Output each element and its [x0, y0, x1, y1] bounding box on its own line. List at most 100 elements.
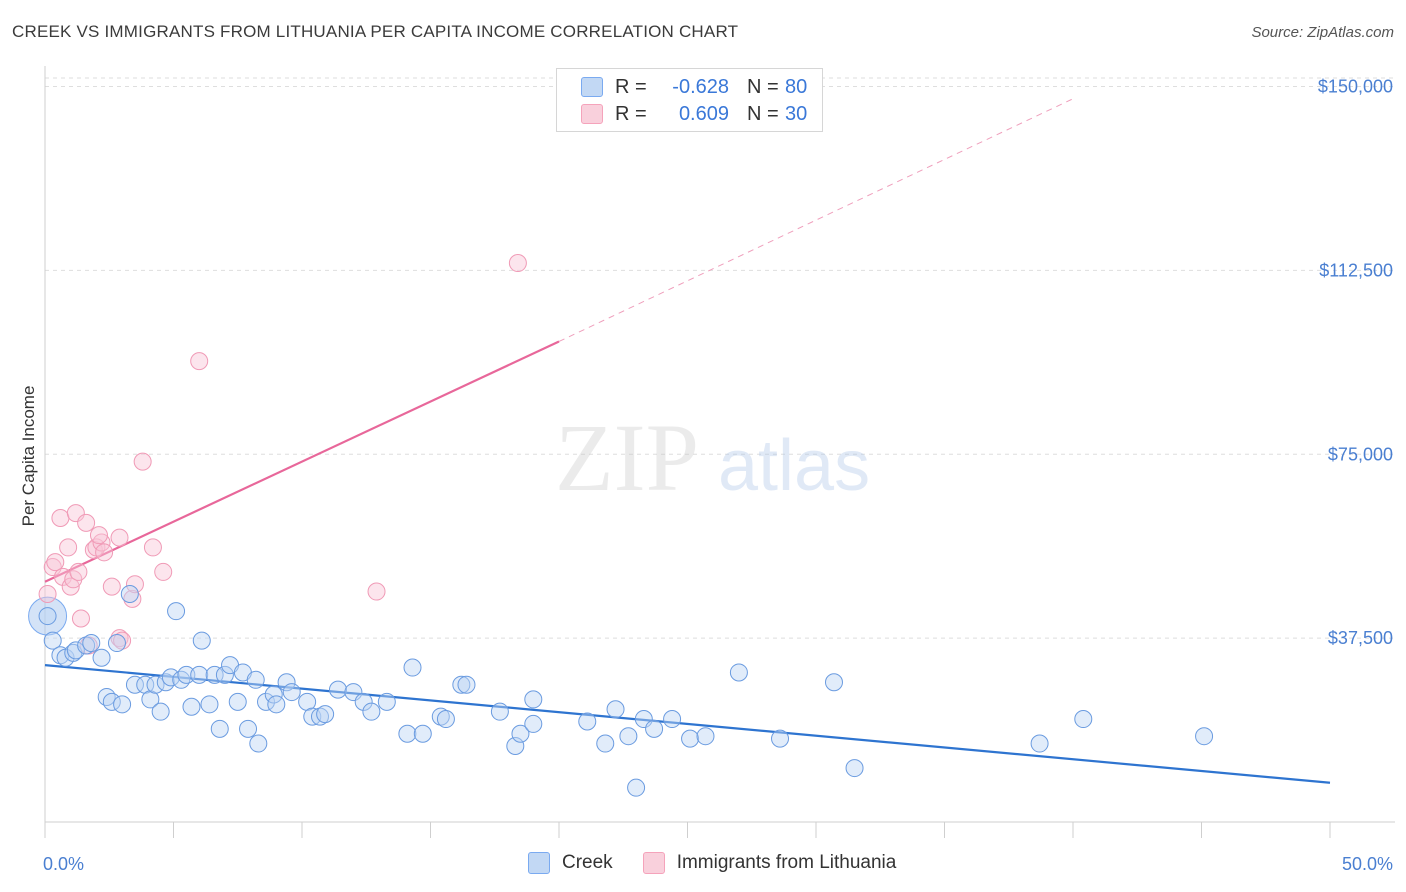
- r-label: R =: [615, 102, 647, 125]
- lithuania-point: [113, 631, 132, 650]
- creek-point: [578, 712, 597, 731]
- watermark-atlas: atlas: [718, 426, 870, 506]
- creek-point: [845, 759, 864, 778]
- creek-point: [490, 702, 509, 721]
- creek-point: [146, 675, 165, 694]
- creek-point: [403, 658, 422, 677]
- creek-point: [328, 680, 347, 699]
- creek-point: [120, 585, 139, 603]
- gridlines: [45, 77, 1395, 639]
- lithuania-point: [59, 538, 78, 557]
- lithuania-trend-extension: [558, 98, 1074, 342]
- creek-point: [524, 690, 543, 709]
- creek-swatch: [581, 77, 603, 97]
- creek-point: [511, 724, 530, 743]
- lithuania-point: [71, 609, 90, 628]
- creek-point: [696, 727, 715, 746]
- creek-point: [107, 634, 126, 653]
- legend-row-lithuania: R = 0.609 N = 30: [581, 101, 807, 127]
- creek-point: [663, 710, 682, 729]
- creek-point: [43, 631, 62, 650]
- x-tick-label: 0.0%: [43, 854, 84, 874]
- lithuania-point: [143, 538, 162, 557]
- creek-point: [1030, 734, 1049, 753]
- lithuania-point: [89, 526, 108, 545]
- creek-point: [77, 636, 96, 655]
- creek-point: [398, 724, 417, 743]
- creek-point: [239, 719, 258, 738]
- lithuania-point: [38, 585, 57, 603]
- legend-label-creek: Creek: [562, 852, 613, 873]
- lithuania-point: [154, 562, 173, 581]
- creek-point: [97, 687, 116, 706]
- lithuania-point: [102, 577, 121, 596]
- y-tick-label: $37,500: [1328, 628, 1393, 648]
- creek-point: [354, 692, 373, 711]
- lithuania-swatch: [581, 104, 603, 124]
- chart-title: CREEK VS IMMIGRANTS FROM LITHUANIA PER C…: [12, 22, 739, 41]
- lithuania-point: [110, 528, 129, 547]
- n-value: 30: [785, 102, 808, 125]
- n-label: N =: [747, 75, 779, 98]
- lithuania-point: [190, 352, 209, 371]
- creek-point: [200, 695, 219, 714]
- y-tick-label: $75,000: [1328, 444, 1393, 464]
- creek-point: [210, 719, 229, 738]
- creek-point: [377, 692, 396, 711]
- lithuania-point: [95, 543, 114, 562]
- creek-point: [1195, 727, 1214, 746]
- creek-point: [606, 700, 625, 719]
- stats-legend: R = -0.628 N = 80 R = 0.609 N = 30: [556, 68, 823, 132]
- lithuania-point: [69, 562, 88, 581]
- creek-point: [452, 675, 471, 694]
- n-value: 80: [785, 75, 808, 98]
- lithuania-trend-line: [44, 340, 560, 583]
- lithuania-point: [367, 582, 386, 601]
- creek-point: [310, 707, 329, 726]
- y-tick-label: $112,500: [1319, 260, 1393, 280]
- creek-point: [66, 641, 85, 660]
- creek-point: [177, 665, 196, 684]
- creek-point: [619, 727, 638, 746]
- r-value: 0.609: [678, 102, 729, 125]
- creek-point: [645, 719, 664, 738]
- lithuania-point: [508, 254, 527, 273]
- legend-label-lithuania: Immigrants from Lithuania: [676, 852, 897, 873]
- creek-point: [681, 729, 700, 748]
- creek-point: [205, 665, 224, 684]
- creek-point: [182, 697, 201, 716]
- creek-point: [172, 670, 191, 689]
- creek-point: [156, 673, 175, 692]
- y-tick-label: $150,000: [1318, 77, 1393, 97]
- lithuania-point: [133, 452, 152, 471]
- creek-point: [771, 729, 790, 748]
- creek-point: [167, 602, 186, 621]
- creek-point: [125, 675, 144, 694]
- n-label: N =: [747, 102, 779, 125]
- creek-point: [1074, 710, 1093, 729]
- lithuania-point: [77, 513, 96, 532]
- creek-point: [102, 692, 121, 711]
- creek-point: [824, 673, 843, 692]
- creek-point: [215, 665, 234, 684]
- creek-point: [596, 734, 615, 753]
- series-legend: Creek Immigrants from Lithuania: [528, 852, 926, 874]
- lithuania-point: [110, 629, 129, 648]
- creek-point: [161, 668, 180, 687]
- creek-point: [192, 631, 211, 650]
- watermark-zip: ZIP: [555, 404, 699, 511]
- creek-point: [316, 705, 335, 724]
- source-label: Source: ZipAtlas.com: [1251, 24, 1394, 41]
- creek-trend-line: [44, 664, 1331, 784]
- legend-row-creek: R = -0.628 N = 80: [581, 74, 807, 100]
- watermark: ZIP atlas: [555, 404, 870, 511]
- legend-item-lithuania: Immigrants from Lithuania: [642, 852, 897, 874]
- legend-item-creek: Creek: [528, 852, 613, 874]
- creek-point: [362, 702, 381, 721]
- axes: [44, 66, 1395, 838]
- creek-point: [627, 778, 646, 797]
- data-points: [28, 254, 1214, 797]
- creek-point: [729, 663, 748, 682]
- lithuania-point: [61, 577, 80, 596]
